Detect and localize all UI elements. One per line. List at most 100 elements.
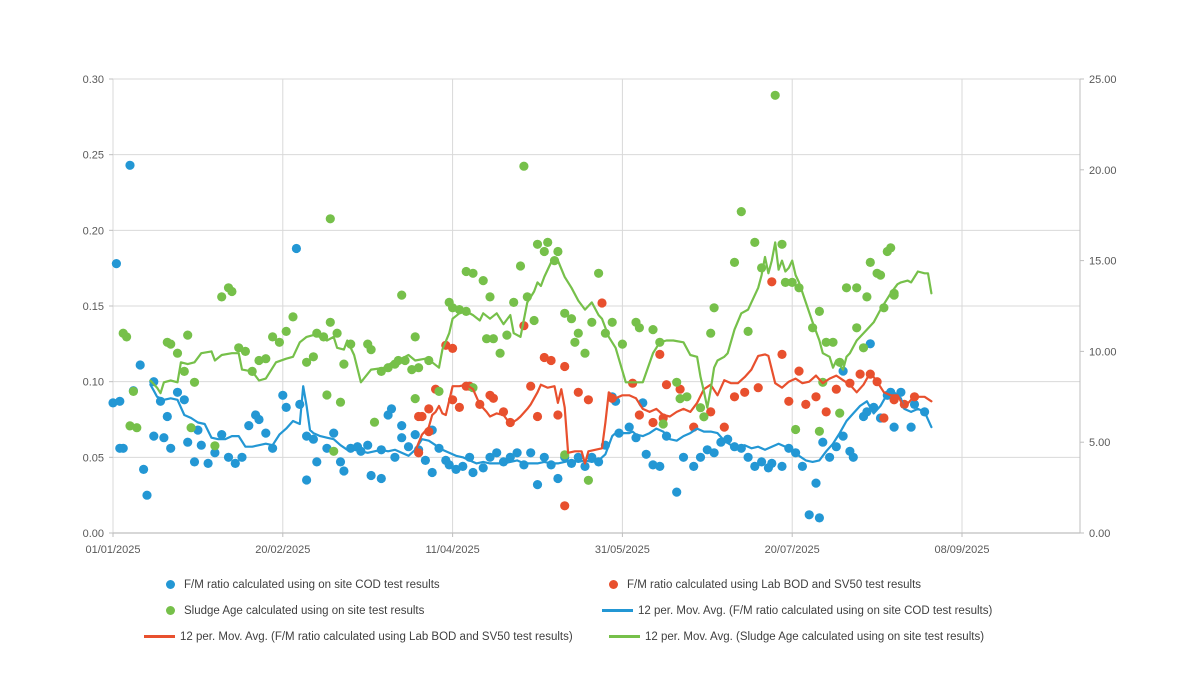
point-fm_cod bbox=[139, 464, 149, 474]
point-sludge_age bbox=[862, 292, 872, 302]
point-sludge_age bbox=[519, 161, 529, 171]
point-sludge_age bbox=[699, 412, 709, 422]
point-sludge_age bbox=[672, 377, 682, 387]
point-fm_cod bbox=[329, 428, 339, 438]
point-fm_cod bbox=[179, 395, 189, 405]
point-fm_cod bbox=[505, 452, 515, 462]
point-fm_cod bbox=[848, 452, 858, 462]
point-sludge_age bbox=[607, 317, 617, 327]
point-sludge_age bbox=[468, 383, 478, 393]
point-fm_bod bbox=[777, 349, 787, 359]
point-fm_cod bbox=[757, 457, 767, 467]
point-sludge_age bbox=[210, 441, 220, 451]
point-sludge_age bbox=[841, 283, 852, 293]
point-fm_cod bbox=[485, 452, 495, 462]
point-sludge_age bbox=[515, 261, 526, 271]
x-axis-tick-label: 31/05/2025 bbox=[595, 544, 650, 556]
point-fm_cod bbox=[906, 422, 916, 432]
point-fm_cod bbox=[397, 421, 407, 431]
point-fm_cod bbox=[196, 440, 206, 450]
point-sludge_age bbox=[325, 317, 335, 327]
point-fm_bod bbox=[424, 404, 434, 414]
point-sludge_age bbox=[770, 90, 780, 100]
point-fm_cod bbox=[709, 448, 719, 458]
point-fm_cod bbox=[838, 366, 848, 376]
point-sludge_age bbox=[274, 337, 284, 347]
point-fm_cod bbox=[166, 443, 176, 453]
point-fm_bod bbox=[706, 407, 716, 417]
point-fm_cod bbox=[458, 461, 468, 471]
point-sludge_age bbox=[875, 270, 886, 280]
point-fm_cod bbox=[420, 455, 430, 465]
point-fm_cod bbox=[217, 430, 227, 440]
point-fm_bod bbox=[560, 501, 570, 511]
point-fm_bod bbox=[648, 417, 658, 428]
point-fm_bod bbox=[811, 392, 821, 402]
point-fm_cod bbox=[444, 460, 454, 470]
point-fm_bod bbox=[634, 410, 645, 420]
point-fm_bod bbox=[767, 277, 777, 287]
right-axis-tick-label: 0.00 bbox=[1089, 528, 1110, 540]
point-fm_cod bbox=[655, 461, 665, 471]
point-fm_bod bbox=[573, 387, 583, 397]
point-fm_cod bbox=[281, 402, 291, 412]
point-sludge_age bbox=[335, 397, 346, 407]
left-axis-tick-label: 0.10 bbox=[83, 377, 104, 389]
point-fm_bod bbox=[597, 298, 607, 308]
point-fm_cod bbox=[291, 243, 301, 254]
point-fm_cod bbox=[678, 452, 689, 462]
x-axis-tick-label: 01/01/2025 bbox=[85, 544, 140, 556]
point-sludge_age bbox=[332, 328, 342, 338]
point-sludge_age bbox=[648, 325, 658, 335]
point-fm_bod bbox=[675, 384, 685, 394]
point-sludge_age bbox=[329, 446, 339, 456]
point-fm_cod bbox=[159, 433, 169, 443]
point-sludge_age bbox=[658, 419, 668, 429]
point-sludge_age bbox=[172, 348, 183, 358]
point-fm_cod bbox=[118, 443, 128, 453]
point-fm_bod bbox=[794, 366, 804, 376]
point-sludge_age bbox=[482, 334, 492, 344]
point-fm_cod bbox=[135, 360, 145, 370]
point-sludge_age bbox=[852, 323, 862, 333]
point-sludge_age bbox=[587, 317, 597, 327]
point-fm_cod bbox=[818, 437, 828, 447]
point-fm_bod bbox=[532, 411, 543, 422]
point-fm_cod bbox=[624, 422, 634, 432]
point-fm_cod bbox=[386, 404, 397, 414]
point-fm_cod bbox=[526, 448, 536, 458]
left-axis-labels: 0.00 0.05 0.10 0.15 0.20 0.25 0.30 bbox=[83, 74, 104, 540]
left-axis-tick-label: 0.15 bbox=[83, 301, 104, 313]
point-fm_bod bbox=[889, 395, 899, 405]
series-fm_cod bbox=[108, 160, 930, 523]
point-fm_cod bbox=[223, 452, 234, 462]
axis-ticks bbox=[109, 78, 1084, 537]
right-axis-tick-label: 25.00 bbox=[1089, 74, 1117, 86]
point-fm_cod bbox=[689, 461, 699, 471]
point-sludge_age bbox=[339, 359, 349, 369]
point-fm_bod bbox=[831, 384, 841, 394]
point-sludge_age bbox=[580, 348, 590, 358]
point-fm_cod bbox=[302, 475, 312, 485]
right-axis-labels: 0.00 5.00 10.00 15.00 20.00 25.00 bbox=[1089, 74, 1117, 540]
point-sludge_age bbox=[128, 386, 138, 396]
point-sludge_age bbox=[179, 366, 189, 376]
point-sludge_age bbox=[814, 426, 825, 436]
point-fm_cod bbox=[797, 461, 808, 471]
point-fm_cod bbox=[268, 443, 278, 453]
point-sludge_age bbox=[468, 268, 478, 278]
point-sludge_age bbox=[835, 357, 845, 367]
series-sludge_age bbox=[118, 90, 899, 485]
point-fm_cod bbox=[750, 461, 760, 471]
point-fm_bod bbox=[560, 361, 570, 372]
point-fm_cod bbox=[149, 431, 159, 441]
point-sludge_age bbox=[322, 390, 332, 400]
point-fm_cod bbox=[244, 421, 254, 431]
point-sludge_age bbox=[695, 403, 706, 413]
point-sludge_age bbox=[865, 257, 875, 267]
point-sludge_age bbox=[166, 339, 176, 349]
left-axis-tick-label: 0.25 bbox=[83, 150, 104, 162]
point-fm_cod bbox=[838, 431, 848, 441]
point-fm_cod bbox=[512, 448, 522, 458]
point-sludge_age bbox=[410, 394, 420, 404]
